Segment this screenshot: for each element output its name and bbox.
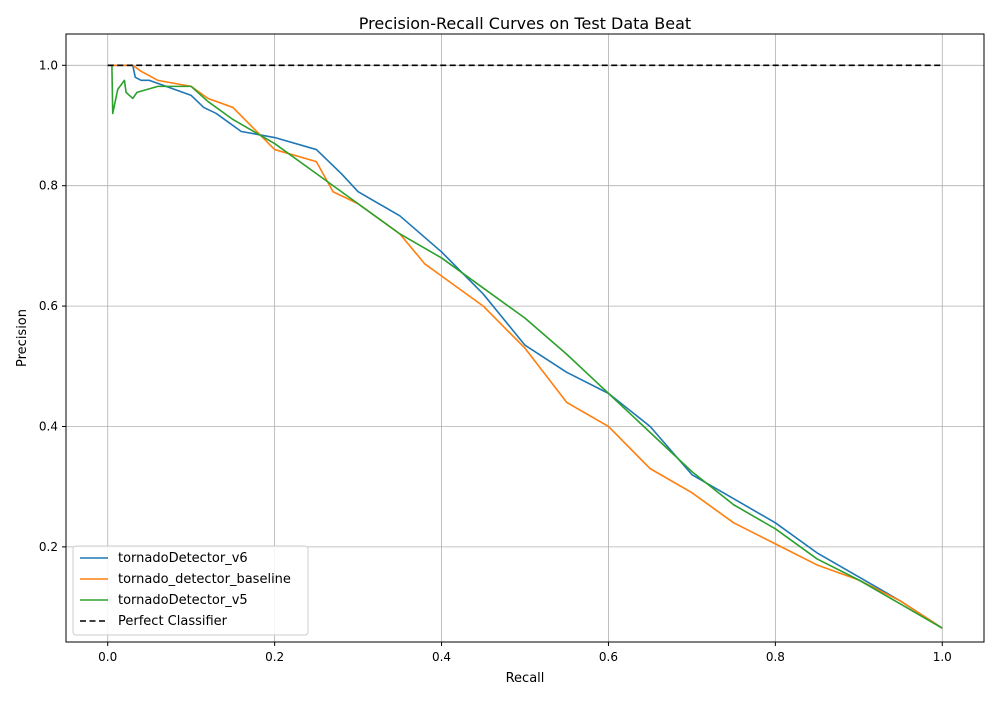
y-axis-label: Precision [15,309,30,367]
legend-label: tornado_detector_baseline [118,572,291,587]
x-tick-label: 0.0 [98,650,117,664]
series-line-tornado-detector-baseline [107,64,943,629]
y-tick-label: 0.6 [39,299,58,313]
y-tick-label: 0.2 [39,540,58,554]
y-tick-label: 0.4 [39,419,58,433]
legend-label: tornadoDetector_v5 [118,593,248,608]
x-axis-label: Recall [506,671,545,686]
axis-ticks: 0.0 0.2 0.4 0.6 0.8 1.0 0.2 0.4 0.6 0.8 1.0 [39,58,952,664]
legend: tornadoDetector_v6 tornado_detector_basel… [72,545,309,636]
x-tick-label: 0.6 [599,650,618,664]
plot-frame [65,33,985,643]
y-tick-label: 0.8 [39,179,58,193]
series-line-tornadodetector-v6 [107,64,943,629]
x-tick-label: 0.4 [432,650,451,664]
legend-label: Perfect Classifier [118,614,228,629]
x-tick-label: 0.2 [265,650,284,664]
x-tick-label: 0.8 [766,650,785,664]
series-lines [107,64,943,629]
legend-box [72,545,309,636]
chart-title: Precision-Recall Curves on Test Data Bea… [359,14,691,33]
series-line-tornadodetector-v5 [107,64,943,629]
y-tick-label: 1.0 [39,58,58,72]
legend-label: tornadoDetector_v6 [118,551,248,566]
x-tick-label: 1.0 [933,650,952,664]
